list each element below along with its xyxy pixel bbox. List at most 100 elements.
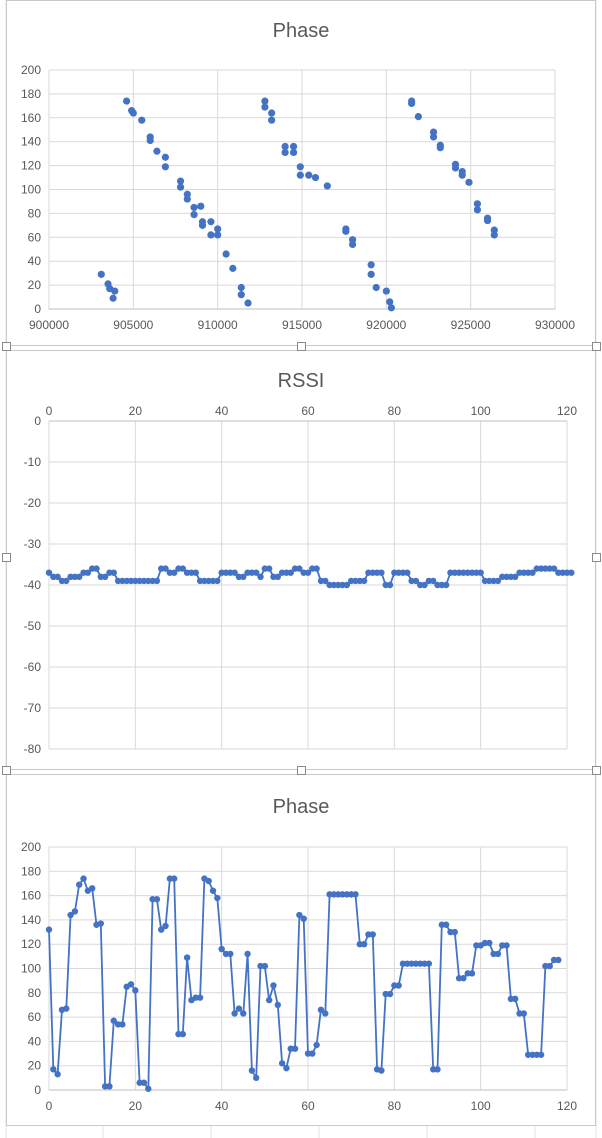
data-point xyxy=(161,153,169,161)
data-point xyxy=(378,1067,385,1074)
data-point xyxy=(343,581,351,589)
data-point xyxy=(153,147,161,155)
data-point xyxy=(196,994,204,1001)
y-tick-label: -30 xyxy=(24,537,42,551)
y-tick-label: 120 xyxy=(21,159,41,173)
data-point xyxy=(138,116,146,124)
data-point xyxy=(360,941,368,948)
data-point xyxy=(352,891,359,898)
phase-line-chart[interactable]: Phase 0 20 40 60 80 100 120 140 160 180 200 0 20 40 60 8… xyxy=(6,774,596,1126)
data-point xyxy=(268,116,276,124)
x-tick-label: 20 xyxy=(129,404,143,418)
y-tick-label: 200 xyxy=(21,63,41,77)
data-point xyxy=(442,921,450,928)
y-tick-label: -50 xyxy=(24,619,42,633)
data-point xyxy=(442,581,450,589)
data-point xyxy=(261,97,269,105)
data-point xyxy=(179,1030,187,1038)
data-point xyxy=(378,569,385,576)
data-point xyxy=(237,283,245,292)
data-point xyxy=(146,136,154,145)
data-point xyxy=(76,881,83,888)
data-point xyxy=(240,573,247,580)
data-point xyxy=(179,565,187,572)
data-point xyxy=(240,1010,247,1017)
data-point xyxy=(429,133,438,141)
data-point xyxy=(369,931,376,938)
data-point xyxy=(360,577,368,585)
resize-handle-left[interactable] xyxy=(2,342,11,351)
data-point xyxy=(289,148,298,157)
resize-handle-left[interactable] xyxy=(2,766,11,775)
resize-handle-right[interactable] xyxy=(592,342,601,351)
data-point xyxy=(231,569,238,576)
data-point xyxy=(296,565,303,572)
y-tick-label: -40 xyxy=(24,578,42,592)
data-point xyxy=(568,569,575,576)
rssi-line-chart[interactable]: RSSI 0 -10 -20 -30 -40 -50 -60 -70 -80 0 20 40 60 80 10… xyxy=(6,350,596,770)
data-point xyxy=(268,109,276,117)
data-point xyxy=(386,990,394,998)
data-point xyxy=(460,975,467,982)
data-point xyxy=(170,569,178,576)
data-point xyxy=(209,887,217,894)
data-point xyxy=(494,950,502,958)
data-point xyxy=(153,896,161,903)
data-point xyxy=(512,995,519,1003)
data-point xyxy=(214,894,221,902)
y-tick-label: 0 xyxy=(34,414,41,428)
data-point xyxy=(183,195,191,203)
x-tick-label: 915000 xyxy=(282,318,322,332)
data-point xyxy=(458,171,466,179)
x-tick-label: 60 xyxy=(301,1099,315,1113)
data-point xyxy=(253,1074,260,1082)
data-point xyxy=(145,1085,152,1092)
resize-handle-center[interactable] xyxy=(297,342,306,351)
data-point xyxy=(244,299,252,307)
y-tick-label: 160 xyxy=(21,111,41,125)
data-point xyxy=(367,270,375,278)
data-point xyxy=(162,565,169,572)
y-tick-label: -20 xyxy=(24,496,42,510)
data-point xyxy=(190,210,198,219)
data-point xyxy=(257,573,264,580)
data-point xyxy=(468,970,476,977)
x-tick-label: 120 xyxy=(557,404,577,418)
data-point xyxy=(176,183,185,191)
data-point xyxy=(451,164,460,172)
resize-handle-right[interactable] xyxy=(592,766,601,775)
resize-handle-left[interactable] xyxy=(2,553,11,562)
chart-title: Phase xyxy=(273,20,330,42)
x-tick-label: 920000 xyxy=(366,318,406,332)
data-point xyxy=(512,573,519,580)
data-point xyxy=(414,113,422,121)
data-point xyxy=(261,962,269,970)
y-tick-label: 40 xyxy=(28,1034,42,1048)
data-point xyxy=(253,569,260,576)
data-point xyxy=(304,569,312,576)
data-point xyxy=(244,950,251,958)
data-point xyxy=(119,1021,126,1028)
data-point xyxy=(503,942,510,949)
data-point xyxy=(287,569,294,576)
data-point xyxy=(54,1071,61,1078)
data-point xyxy=(382,287,390,295)
data-point xyxy=(429,577,437,585)
data-point xyxy=(283,1064,290,1072)
x-tick-label: 60 xyxy=(301,404,315,418)
data-point xyxy=(198,221,207,229)
data-point xyxy=(153,577,161,585)
y-tick-label: 140 xyxy=(21,135,41,149)
y-tick-label: 20 xyxy=(28,278,42,292)
phase-scatter-chart[interactable]: Phase 0 20 40 60 80 100 120 140 160 180 200 900000 90… xyxy=(6,0,596,346)
data-point xyxy=(520,1010,528,1017)
data-point xyxy=(342,227,350,235)
chart-title: RSSI xyxy=(278,370,325,392)
x-tick-label: 20 xyxy=(129,1099,143,1113)
resize-handle-center[interactable] xyxy=(297,766,306,775)
data-point xyxy=(274,573,281,580)
resize-handle-right[interactable] xyxy=(592,553,601,562)
data-point xyxy=(235,1005,243,1012)
data-point xyxy=(63,1005,70,1012)
y-tick-label: 0 xyxy=(34,1083,41,1097)
